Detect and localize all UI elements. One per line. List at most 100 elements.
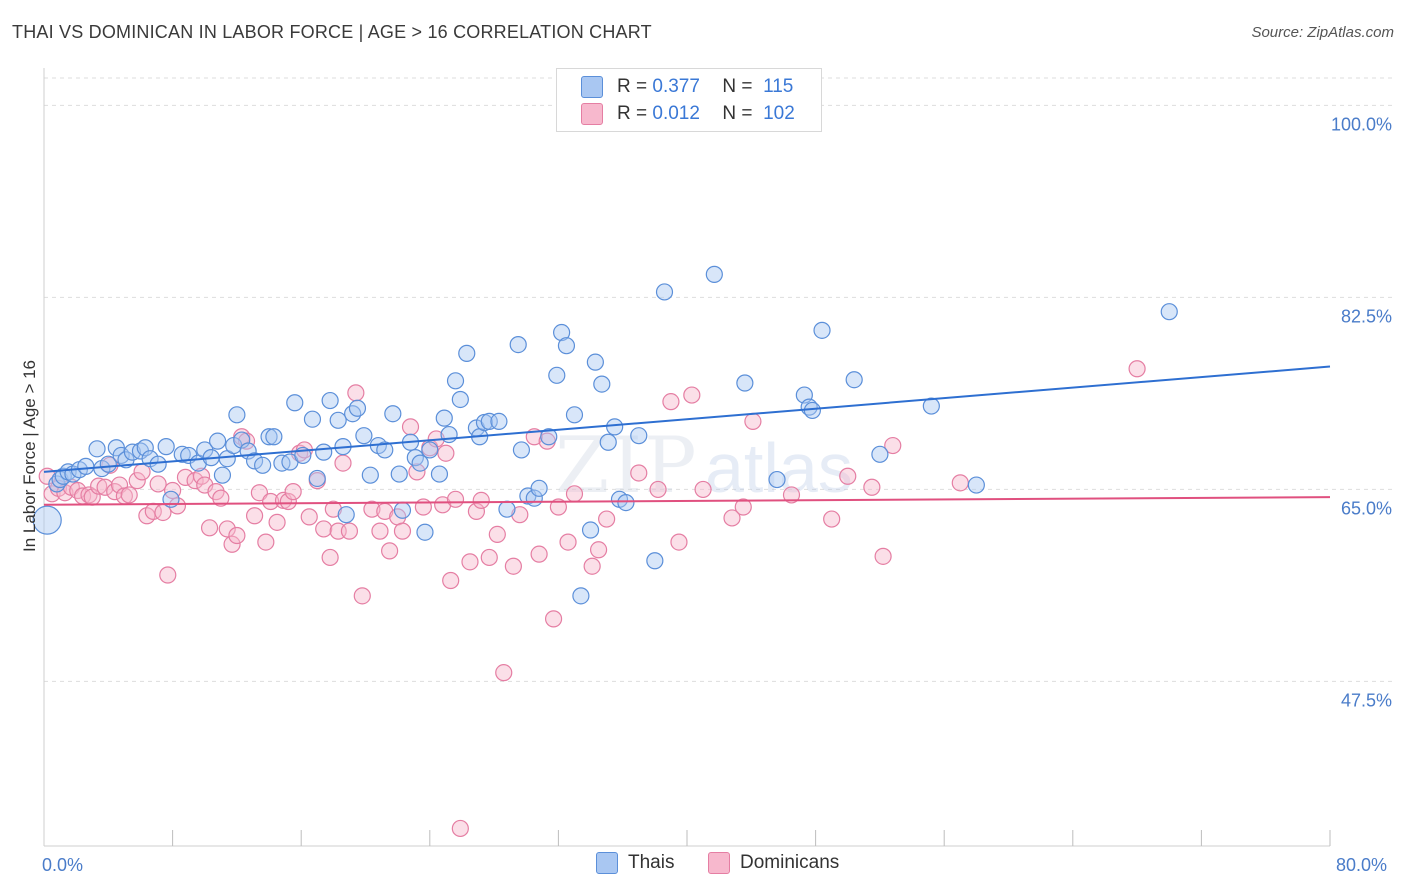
dominican-point <box>723 509 741 527</box>
thai-point <box>548 366 566 384</box>
thai-point <box>490 412 508 431</box>
dominican-point <box>549 498 568 516</box>
y-tick-label: 82.5% <box>1341 306 1392 326</box>
thai-point <box>411 454 429 472</box>
thai-point <box>209 432 227 450</box>
thai-point <box>254 456 272 474</box>
dominican-point <box>315 520 333 538</box>
thai-point <box>77 457 95 475</box>
thai-point <box>509 336 527 354</box>
dominican-point <box>363 500 381 518</box>
thai-point <box>390 465 408 483</box>
thai-point <box>173 445 191 463</box>
dominican-point <box>401 418 420 436</box>
dominican-point <box>192 467 211 485</box>
thai-point <box>593 375 611 393</box>
dominican-point <box>446 490 465 508</box>
thai-point <box>646 552 664 570</box>
thai-point <box>329 411 347 429</box>
thai-point <box>265 428 283 446</box>
dominican-point <box>744 412 762 431</box>
thai-point <box>421 441 439 459</box>
dominican-point <box>200 519 219 537</box>
thai-point <box>586 353 604 371</box>
dominican-point <box>279 492 297 511</box>
thai-point <box>451 390 469 409</box>
dominican-point <box>324 500 342 518</box>
thai-n-value: 115 <box>763 76 794 97</box>
thai-point <box>967 476 985 494</box>
thai-point <box>393 501 412 519</box>
dominican-point <box>262 492 280 511</box>
thai-points <box>32 265 1178 605</box>
dominican-point <box>164 481 182 500</box>
thai-point <box>512 441 531 459</box>
thai-point <box>630 427 648 445</box>
thai-point <box>416 523 434 541</box>
y-axis-title: In Labor Force | Age > 16 <box>20 360 39 552</box>
thai-point <box>245 452 264 470</box>
dominican-point <box>461 553 479 571</box>
dominican-point <box>371 522 389 540</box>
thai-point <box>136 439 154 457</box>
grid-lines <box>44 77 1392 682</box>
thai-point <box>617 493 635 512</box>
bottom-legend-dominican: Dominicans <box>708 852 839 874</box>
dominican-point <box>694 480 712 499</box>
thai-point <box>321 391 339 410</box>
thai-point <box>458 344 476 362</box>
dominican-point <box>340 522 359 540</box>
dominican-point <box>442 571 460 590</box>
svg-text:ZIP: ZIP <box>555 421 699 511</box>
x-tick-label-min: 0.0% <box>42 855 83 875</box>
thai-point <box>435 409 453 427</box>
dominican-point <box>393 522 412 540</box>
dominican-point <box>90 477 108 495</box>
dominican-point <box>334 454 352 472</box>
dominican-r-label: R = <box>617 103 648 124</box>
thai-point <box>99 455 117 473</box>
dominican-point <box>228 526 246 545</box>
thai-point <box>1160 303 1178 321</box>
thai-point <box>384 405 402 423</box>
dominican-point <box>598 510 616 528</box>
source-credit: Source: ZipAtlas.com <box>1251 24 1394 41</box>
thai-point <box>498 500 516 518</box>
dominican-point <box>782 486 801 504</box>
dominican-point <box>451 819 469 838</box>
dominican-point <box>353 587 371 605</box>
dominican-point <box>284 483 302 501</box>
legend-row-dominican: R = 0.012 N = 102 <box>581 102 795 126</box>
dominican-point <box>414 498 432 516</box>
thai-point <box>599 433 617 451</box>
thai-point <box>233 431 251 449</box>
dominican-point <box>649 480 667 499</box>
thai-point <box>286 394 304 412</box>
dominican-point <box>321 548 339 567</box>
thai-point <box>303 410 322 428</box>
svg-text:atlas: atlas <box>705 429 853 507</box>
dominican-point <box>223 535 241 553</box>
thai-point <box>572 587 590 605</box>
dominican-point <box>437 444 455 462</box>
dominican-point <box>128 472 146 490</box>
dominican-points <box>38 360 1146 838</box>
dominican-point <box>565 485 584 503</box>
dominican-point <box>583 557 601 575</box>
thai-point <box>540 428 558 446</box>
thai-trend-line <box>43 365 1331 473</box>
trend-lines <box>43 365 1331 506</box>
thai-legend-label: Thais <box>628 852 675 873</box>
thai-point <box>355 427 373 445</box>
dominican-point <box>257 533 275 551</box>
thai-point <box>149 455 167 473</box>
dominican-point <box>168 497 187 515</box>
thai-point <box>361 466 379 484</box>
thai-point <box>32 505 62 535</box>
dominican-point <box>630 464 648 482</box>
legend-row-thai: R = 0.377 N = 115 <box>581 75 793 99</box>
dominican-r-value: 0.012 <box>652 103 700 124</box>
thai-point <box>440 425 458 444</box>
thai-point <box>157 438 175 456</box>
dominican-point <box>472 491 490 509</box>
